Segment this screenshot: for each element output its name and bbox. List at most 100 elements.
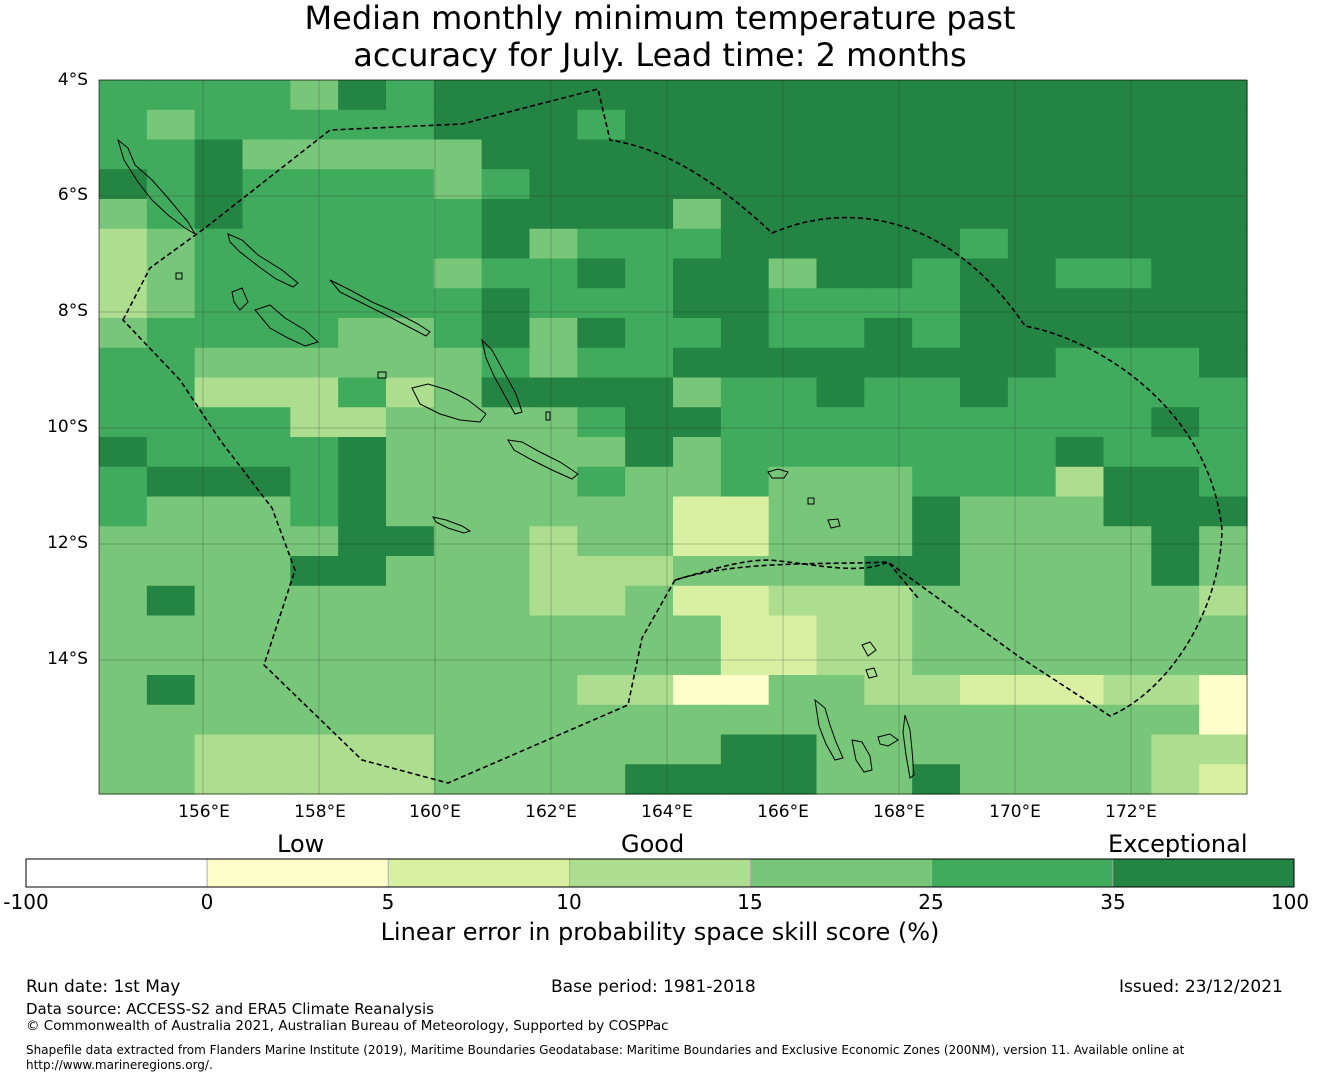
lat-label-10s: 10°S: [47, 417, 88, 437]
grid-cell: [290, 704, 339, 736]
grid-cell: [194, 199, 244, 230]
grid-cell: [99, 347, 148, 379]
grid-cell: [1199, 496, 1248, 527]
grid-cell: [1199, 228, 1248, 260]
grid-cell: [912, 169, 961, 200]
grid-cell: [912, 288, 961, 319]
grid-cell: [1055, 139, 1105, 170]
grid-cell: [673, 109, 722, 141]
grid-cell: [577, 169, 626, 200]
grid-cell: [146, 437, 196, 468]
grid-cell: [960, 139, 1009, 170]
grid-cell: [529, 139, 578, 170]
grid-cell: [242, 734, 291, 765]
grid-cell: [338, 109, 387, 141]
grid-cell: [960, 496, 1009, 527]
grid-cell: [912, 258, 961, 289]
grid-cell: [1151, 347, 1200, 379]
grid-cell: [481, 318, 531, 349]
grid-cell: [529, 556, 578, 587]
grid-cell: [1103, 258, 1152, 289]
grid-cell: [99, 437, 148, 468]
grid-cell: [864, 585, 913, 617]
grid-cell: [768, 734, 818, 765]
lat-label-6s: 6°S: [57, 185, 88, 205]
grid-cell: [912, 734, 961, 765]
coastline-torres: [827, 518, 841, 529]
grid-cell: [386, 556, 435, 587]
grid-cell: [1007, 645, 1057, 676]
grid-cell: [577, 377, 626, 408]
grid-cell: [816, 288, 865, 319]
grid-cell: [960, 764, 1009, 795]
grid-cell: [529, 704, 578, 736]
grid-cell: [1007, 615, 1057, 646]
grid-cell: [1151, 526, 1200, 557]
grid-cell: [816, 109, 865, 141]
grid-cell: [960, 645, 1009, 676]
grid-cell: [1199, 377, 1248, 408]
grid-cell: [433, 556, 483, 587]
map-frame: [98, 79, 1248, 795]
grid-cell: [816, 199, 865, 230]
grid-cell: [1151, 615, 1200, 646]
grid-cell: [577, 109, 626, 141]
grid-cell: [386, 109, 435, 141]
grid-cell: [338, 169, 387, 200]
grid-cell: [338, 258, 387, 289]
colorbar-segment: [569, 858, 751, 888]
grid-cell: [433, 437, 483, 468]
colorbar-segment: [25, 858, 208, 888]
grid-cell: [1151, 675, 1200, 706]
shapefile-credit: Shapefile data extracted from Flanders M…: [26, 1043, 1286, 1073]
grid-cell: [290, 377, 339, 408]
grid-cell: [816, 347, 865, 379]
grid-cell: [673, 675, 722, 706]
grid-cell: [290, 556, 339, 587]
tick-label-100: 100: [1270, 890, 1310, 914]
grid-cell: [433, 318, 483, 349]
grid-cell: [1199, 288, 1248, 319]
grid-cell: [864, 288, 913, 319]
grid-cell: [577, 675, 626, 706]
grid-cell: [290, 675, 339, 706]
colorbar-segment: [206, 858, 389, 888]
grid-cell: [338, 704, 387, 736]
grid-cell: [720, 496, 770, 527]
grid-cell: [768, 228, 818, 260]
grid-cell: [720, 407, 770, 438]
grid-cell: [529, 80, 578, 111]
grid-cell: [1055, 734, 1105, 765]
grid-cell: [338, 615, 387, 646]
grid-cell: [625, 437, 674, 468]
grid-cell: [146, 347, 196, 379]
grid-cell: [673, 228, 722, 260]
grid-cell: [1007, 496, 1057, 527]
grid-cell: [1055, 258, 1105, 289]
grid-cell: [864, 169, 913, 200]
grid-cell: [625, 466, 674, 498]
grid-cell: [386, 347, 435, 379]
grid-cell: [960, 288, 1009, 319]
grid-cell: [960, 466, 1009, 498]
grid-cell: [912, 556, 961, 587]
grid-cell: [960, 407, 1009, 438]
grid-cell: [816, 466, 865, 498]
grid-cell: [529, 199, 578, 230]
grid-cell: [1103, 585, 1152, 617]
grid-cell: [1151, 258, 1200, 289]
grid-cell: [290, 437, 339, 468]
grid-cell: [1199, 109, 1248, 141]
grid-cell: [529, 407, 578, 438]
grid-cell: [242, 645, 291, 676]
grid-cell: [529, 169, 578, 200]
grid-cell: [960, 556, 1009, 587]
grid-cell: [481, 169, 531, 200]
grid-cell: [1103, 199, 1152, 230]
lat-label-14s: 14°S: [47, 649, 88, 669]
grid-cell: [625, 526, 674, 557]
grid-cell: [1199, 318, 1248, 349]
grid-cell: [864, 139, 913, 170]
grid-cell: [386, 407, 435, 438]
grid-cell: [338, 407, 387, 438]
